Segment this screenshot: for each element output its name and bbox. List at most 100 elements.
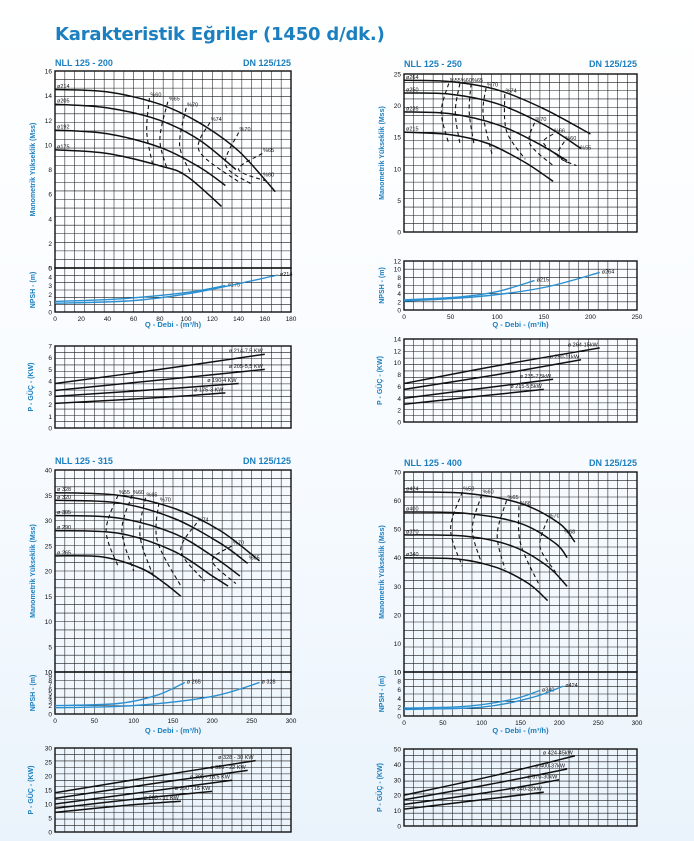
x-tick-label: 20	[78, 316, 86, 323]
head-curve-label: ø205	[57, 99, 70, 105]
y-tick-label: 3	[48, 390, 52, 397]
power-curve-2	[403, 378, 554, 400]
chart-model: NLL 125 - 200	[55, 58, 113, 68]
efficiency-curve-5	[528, 122, 554, 167]
efficiency-curve-7	[556, 141, 577, 167]
x-tick-label: 0	[402, 720, 406, 727]
y-axis-label: NPSH - (m)	[379, 267, 386, 304]
efficiency-label: %70	[487, 82, 498, 88]
efficiency-label: %65	[508, 495, 519, 501]
y-tick-label: 40	[394, 555, 402, 562]
y-tick-label: 2	[48, 292, 52, 299]
power-curve-label: ø 290 - 15 KW	[175, 786, 211, 792]
y-tick-label: 8	[397, 678, 401, 685]
x-tick-label: 180	[286, 316, 297, 323]
power-curve-label: ø 214-7,5 KW	[229, 349, 264, 355]
power-curve-1	[54, 769, 248, 800]
efficiency-label: %74	[506, 89, 517, 95]
y-tick-label: 12	[45, 118, 53, 125]
chart-nll125-400: NLL 125 - 400 DN 125/125010203040506070Ma…	[375, 458, 643, 831]
y-tick-label: 0	[48, 830, 52, 837]
efficiency-curve-6	[542, 133, 568, 163]
chart-nll125-250: NLL 125 - 250 DN 125/1250510152025Manomet…	[375, 59, 643, 427]
power-panel: 0 5 10 15 20 25 30 P - GÜÇ - (KW) ø 328 - 30 KW ø…	[26, 746, 292, 837]
y-tick-label: 35	[45, 493, 53, 500]
power-curve-label: ø 328 - 30 KW	[218, 755, 254, 761]
x-tick-label: 200	[585, 314, 596, 321]
y-axis-label: P - GÜÇ - (KW)	[375, 356, 384, 405]
power-curve-label: ø 305 - 18,5 KW	[190, 775, 231, 781]
efficiency-curve-4	[180, 522, 205, 582]
npsh-curve-label: ø264	[602, 269, 615, 275]
power-curve-2	[403, 779, 560, 806]
x-axis-label: Q - Debi - (m³/h)	[145, 726, 202, 735]
y-tick-label: 3	[48, 699, 52, 706]
npsh-curve-label: ø 328	[262, 680, 276, 686]
y-tick-label: 15	[45, 594, 53, 601]
npsh-curve-label: ø424	[565, 683, 578, 689]
head-curve-label: ø235	[406, 106, 419, 112]
y-axis-label: NPSH - (m)	[379, 676, 386, 713]
efficiency-curve-3	[197, 122, 239, 183]
x-tick-label: 150	[168, 718, 179, 725]
chart-model: NLL 125 - 400	[404, 458, 462, 468]
efficiency-curve-2	[496, 500, 508, 570]
efficiency-curve-5	[238, 153, 269, 183]
x-tick-label: 100	[492, 314, 503, 321]
x-tick-label: 160	[259, 316, 270, 323]
y-tick-label: 7	[48, 682, 52, 689]
power-curve-1	[54, 368, 265, 392]
power-curve-3	[54, 790, 213, 809]
x-axis-label: Q - Debi - (m³/h)	[492, 726, 549, 735]
x-tick-label: 50	[447, 314, 455, 321]
efficiency-curve-2	[139, 497, 154, 577]
head-curve-label: ø400	[406, 507, 419, 513]
x-tick-label: 100	[476, 720, 487, 727]
plot-frame	[54, 267, 292, 313]
head-curve-label: ø370	[406, 529, 419, 535]
head-curve-0	[54, 491, 260, 562]
y-tick-label: 6	[48, 686, 52, 693]
y-tick-label: 0	[48, 712, 52, 719]
efficiency-label: %70	[160, 497, 171, 503]
head-curve-2	[54, 514, 241, 577]
efficiency-curve-2	[179, 107, 191, 173]
x-tick-label: 300	[632, 720, 643, 727]
y-tick-label: 20	[45, 569, 53, 576]
x-tick-label: 150	[515, 720, 526, 727]
y-tick-label: 20	[394, 793, 402, 800]
power-curve-4	[54, 800, 181, 814]
power-curve-1	[403, 768, 568, 801]
efficiency-label: %65	[169, 96, 180, 102]
y-tick-label: 30	[45, 518, 53, 525]
y-tick-label: 6	[397, 283, 401, 290]
head-curve-label: ø175	[57, 144, 70, 150]
efficiency-curve-4	[503, 94, 526, 160]
power-curve-label: ø 320 - 22 KW	[210, 765, 246, 771]
chart-dn: DN 125/125	[589, 458, 637, 468]
y-tick-label: 12	[394, 259, 402, 266]
y-tick-label: 4	[397, 396, 401, 403]
efficiency-curve-3	[517, 506, 541, 587]
y-tick-label: 10	[45, 142, 53, 149]
y-tick-label: 16	[45, 69, 53, 76]
chart-dn: DN 125/125	[243, 456, 291, 466]
efficiency-curve-0	[105, 495, 119, 567]
efficiency-label: %70	[240, 127, 251, 133]
power-curve-0	[54, 759, 256, 794]
y-tick-label: 2	[397, 408, 401, 415]
y-tick-label: 25	[394, 72, 402, 79]
y-tick-label: 6	[397, 687, 401, 694]
head-curve-label: ø 320	[57, 495, 71, 501]
efficiency-label: %68	[520, 501, 531, 507]
x-tick-label: 0	[402, 314, 406, 321]
power-curve-0	[403, 347, 600, 385]
head-curve-label: ø192	[57, 125, 70, 131]
x-tick-label: 150	[538, 314, 549, 321]
y-tick-label: 4	[48, 379, 52, 386]
npsh-panel: 0 2 4 6 810 NPSH - (m) ø340 ø424	[379, 670, 638, 721]
efficiency-curve-0	[146, 98, 154, 168]
y-tick-label: 5	[397, 198, 401, 205]
npsh-panel: 0 1 2 3 45 NPSH - (m) ø175 ø214	[30, 266, 292, 317]
